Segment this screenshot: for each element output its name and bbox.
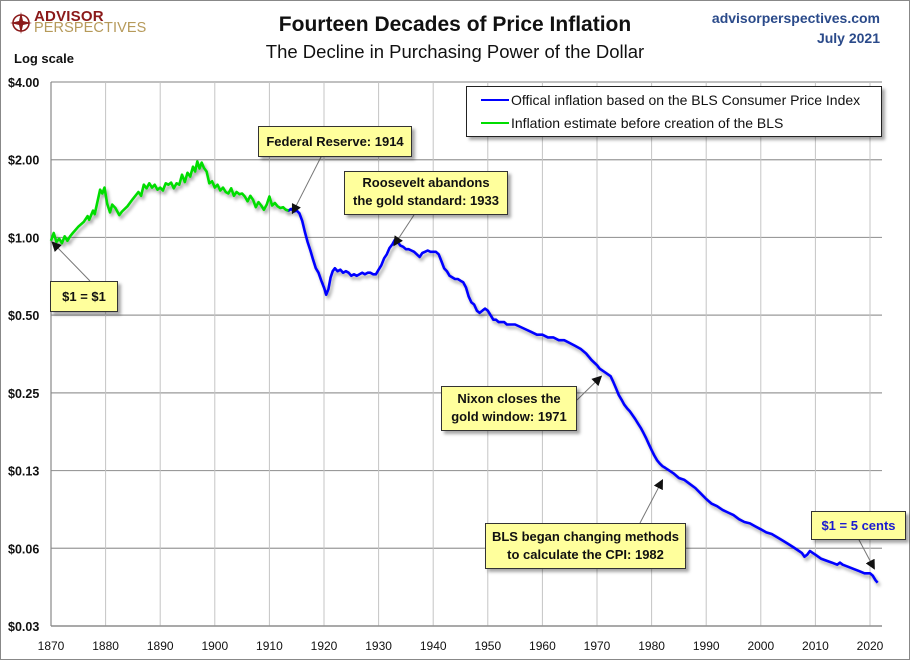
- x-tick-label: 1890: [147, 639, 174, 653]
- annotation-arrows: [51, 154, 875, 570]
- x-tick-label: 2010: [802, 639, 829, 653]
- logo-text-bottom: PERSPECTIVES: [34, 20, 147, 36]
- y-tick-label: $0.13: [8, 465, 39, 479]
- annotation-arrow-roosevelt: [393, 214, 415, 247]
- axes: $4.00 $2.00 $1.00 $0.50 $0.25 $0.13 $0.06 $0.03…: [8, 76, 884, 653]
- x-tick-label: 1990: [693, 639, 720, 653]
- x-tick-label: 2020: [857, 639, 884, 653]
- x-tick-label: 1920: [311, 639, 338, 653]
- callout-text: Federal Reserve: 1914: [266, 134, 404, 149]
- annotation-arrow-five-cents: [857, 537, 875, 570]
- x-tick-label: 1960: [529, 639, 556, 653]
- callout-text: $1 = 5 cents: [821, 518, 896, 533]
- y-tick-label: $0.06: [8, 542, 39, 556]
- annotation-arrow-nixon: [576, 375, 603, 401]
- callout-roosevelt: Roosevelt abandons the gold standard: 19…: [344, 171, 508, 215]
- advisor-perspectives-logo: ADVISOR PERSPECTIVES: [10, 8, 146, 36]
- y-tick-label: $0.50: [8, 309, 39, 323]
- x-tick-label: 1980: [638, 639, 665, 653]
- chart-title: Fourteen Decades of Price Inflation: [278, 13, 632, 36]
- series-line-pre-bls-estimate: [49, 160, 289, 245]
- publish-date: July 2021: [816, 30, 880, 46]
- callout-federal-reserve: Federal Reserve: 1914: [258, 126, 412, 157]
- legend-label-estimate: Inflation estimate before creation of th…: [511, 115, 784, 131]
- y-axis-label: Log scale: [14, 51, 74, 66]
- x-tick-label: 2000: [747, 639, 774, 653]
- x-tick-label: 1900: [201, 639, 228, 653]
- x-tick-label: 1880: [92, 639, 119, 653]
- y-tick-label: $2.00: [8, 154, 39, 168]
- x-tick-label: 1970: [584, 639, 611, 653]
- series: [49, 160, 879, 584]
- legend-swatch-green: [481, 122, 509, 124]
- logo-text-top: ADVISOR: [34, 8, 104, 25]
- grid: [51, 81, 882, 627]
- callout-line: to calculate the CPI: 1982: [507, 547, 664, 562]
- x-tick-label: 1940: [420, 639, 447, 653]
- site-url[interactable]: advisorperspectives.com: [711, 10, 880, 26]
- x-tick-label: 1930: [365, 639, 392, 653]
- callout-text: $1 = $1: [62, 289, 106, 304]
- callout-line: Nixon closes the: [457, 391, 561, 406]
- callout-line: BLS began changing methods: [491, 529, 680, 544]
- y-tick-label: $0.03: [8, 620, 39, 634]
- x-tick-label: 1950: [474, 639, 501, 653]
- x-tick-label: 1870: [38, 639, 65, 653]
- source-info: advisorperspectives.com July 2021: [712, 8, 880, 48]
- legend-label-bls: Offical inflation based on the BLS Consu…: [511, 92, 861, 108]
- legend: Offical inflation based on the BLS Consu…: [466, 86, 882, 137]
- y-tick-label: $1.00: [8, 231, 39, 245]
- callout-bls-methods: BLS began changing methods to calculate …: [485, 523, 686, 569]
- callout-line: gold window: 1971: [451, 409, 567, 424]
- callout-line: Roosevelt abandons: [362, 175, 490, 190]
- y-tick-label: $4.00: [8, 76, 39, 90]
- annotation-arrow-dollar-equals-dollar: [51, 241, 91, 282]
- legend-swatch-blue: [481, 99, 509, 101]
- compass-star-icon: [10, 12, 32, 34]
- chart-subtitle: The Decline in Purchasing Power of the D…: [265, 41, 645, 62]
- series-line-bls-cpi: [285, 207, 879, 584]
- x-tick-label: 1910: [256, 639, 283, 653]
- callout-dollar-equals-dollar: $1 = $1: [50, 281, 118, 312]
- annotation-arrow-bls-methods: [639, 479, 663, 524]
- callout-line: the gold standard: 1933: [353, 193, 499, 208]
- legend-item-estimate: Inflation estimate before creation of th…: [481, 113, 783, 133]
- legend-item-bls: Offical inflation based on the BLS Consu…: [481, 90, 860, 110]
- annotation-arrow-federal-reserve: [291, 154, 323, 215]
- y-tick-label: $0.25: [8, 387, 39, 401]
- callout-nixon: Nixon closes the gold window: 1971: [441, 386, 577, 431]
- callout-five-cents: $1 = 5 cents: [811, 511, 906, 540]
